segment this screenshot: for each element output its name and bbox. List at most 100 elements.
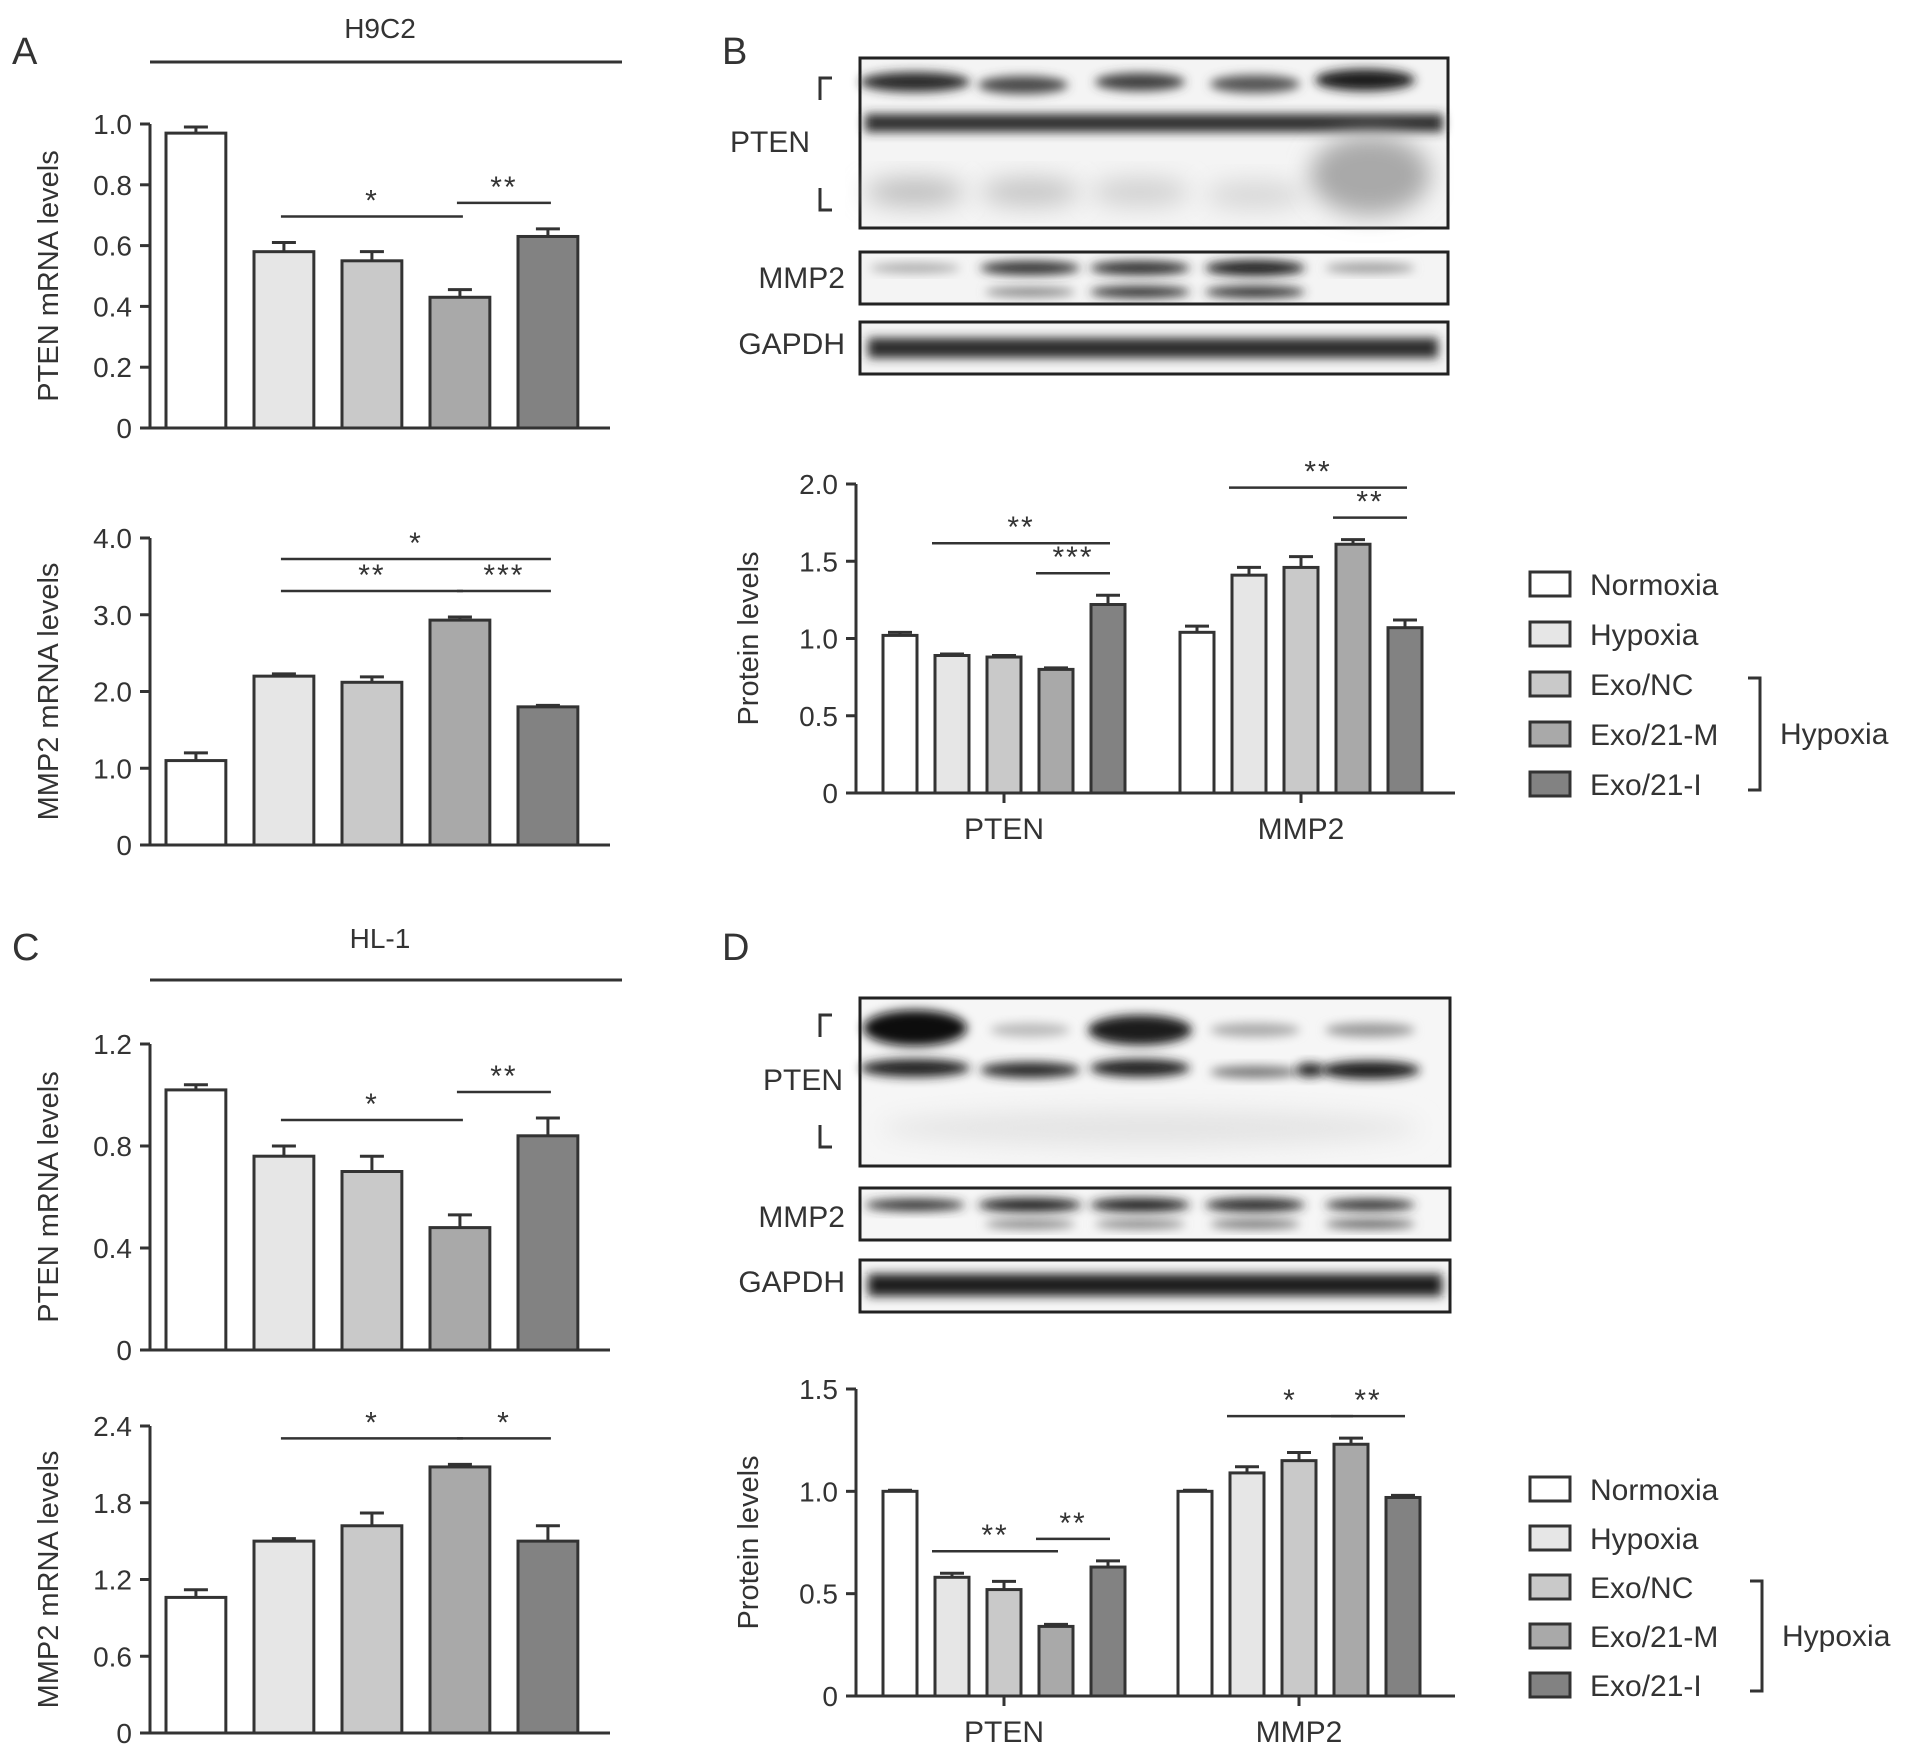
a-pten-bar	[164, 131, 228, 430]
b-protein-bar	[1178, 630, 1216, 795]
a-mmp2-y-tick-label: 1.0	[93, 753, 132, 784]
c-pten-y-tick-label: 0.8	[93, 1131, 132, 1162]
c-pten-bar	[340, 1170, 404, 1352]
b-protein-y-tick-label: 1.0	[799, 624, 838, 655]
c-mmp2-significance-label: *	[365, 1406, 379, 1439]
d-protein-bar	[1089, 1565, 1127, 1698]
d-protein-x-tick-label: PTEN	[964, 1716, 1044, 1749]
legend-b-label: Normoxia	[1590, 569, 1719, 602]
c-mmp2-y-tick-label: 0.6	[93, 1641, 132, 1672]
b-protein-bar	[1037, 667, 1075, 795]
c-pten-significance-label: *	[365, 1088, 379, 1121]
a-pten-y-tick-label: 0.8	[93, 170, 132, 201]
b-protein-y-tick-label: 1.5	[799, 546, 838, 577]
b-protein-bar	[1282, 565, 1320, 795]
legend-b-swatch	[1528, 720, 1572, 748]
d-protein-significance-label: **	[1059, 1507, 1086, 1540]
legend-d-swatch	[1528, 1671, 1572, 1699]
legend-d-swatch	[1528, 1573, 1572, 1601]
b-protein-bar	[933, 653, 971, 795]
c-mmp2-y-tick-label: 1.2	[93, 1565, 132, 1596]
c-pten-bar	[428, 1226, 492, 1352]
a-pten-y-axis-label: PTEN mRNA levels	[33, 150, 65, 401]
c-mmp2-significance-label: *	[497, 1406, 511, 1439]
legend-b-swatch	[1528, 570, 1572, 598]
c-pten-y-tick-label: 0	[116, 1335, 132, 1366]
legend-d-swatch	[1528, 1475, 1572, 1503]
c-pten-bar	[164, 1088, 228, 1352]
a-mmp2-bar	[164, 759, 228, 847]
c-mmp2-bar	[428, 1465, 492, 1735]
blot-b-gapdh-bands	[868, 338, 1438, 358]
a-pten-bar	[252, 250, 316, 430]
blot-d-gapdh-bands	[868, 1274, 1442, 1296]
blot-d-mmp2-box	[858, 1186, 1452, 1242]
b-protein-significance-label: **	[1007, 511, 1034, 544]
c-pten-bar	[252, 1154, 316, 1352]
a-mmp2-y-tick-label: 3.0	[93, 600, 132, 631]
legend-d-bracket-label: Hypoxia	[1782, 1620, 1891, 1653]
d-protein-bar	[1332, 1442, 1370, 1698]
legend-d-bracket	[1750, 1579, 1764, 1693]
a-mmp2-bar	[340, 680, 404, 847]
legend-d-label: Hypoxia	[1590, 1523, 1699, 1556]
d-protein-x-tick-label: MMP2	[1256, 1716, 1343, 1749]
b-protein-bar	[985, 655, 1023, 795]
c-pten-bar	[516, 1134, 580, 1352]
chart-c-mmp2-mrna: 0 0.6 1.2 1.8 2.4 MMP2 mRNA levels * *	[33, 1406, 610, 1749]
c-mmp2-bar	[252, 1539, 316, 1735]
legend-b-swatch	[1528, 770, 1572, 798]
b-protein-y-axis-label: Protein levels	[733, 551, 765, 725]
a-pten-y-tick-label: 0.6	[93, 231, 132, 262]
d-protein-significance-label: **	[1354, 1384, 1381, 1417]
c-mmp2-y-tick-label: 1.8	[93, 1488, 132, 1519]
d-protein-y-tick-label: 0.5	[799, 1579, 838, 1610]
panel-letter-c: C	[12, 927, 39, 969]
a-pten-significance-label: *	[365, 185, 379, 218]
b-protein-bar	[881, 633, 919, 795]
a-mmp2-bar	[252, 674, 316, 847]
a-mmp2-bar	[516, 705, 580, 847]
a-mmp2-y-axis-label: MMP2 mRNA levels	[33, 563, 65, 821]
blot-b-pten-bands	[860, 69, 1443, 215]
b-protein-bar	[1386, 626, 1424, 795]
cell-line-label-h9c2: H9C2	[344, 13, 416, 44]
b-protein-significance-label: **	[1304, 456, 1331, 489]
d-protein-y-axis-label: Protein levels	[733, 1455, 765, 1629]
legend-b-label: Exo/21-I	[1590, 769, 1702, 802]
legend-d-label: Exo/21-I	[1590, 1670, 1702, 1703]
b-protein-bar	[1334, 542, 1372, 795]
legend-d-label: Exo/21-M	[1590, 1621, 1718, 1654]
a-pten-y-tick-label: 0.2	[93, 352, 132, 383]
b-protein-bar	[1089, 603, 1127, 795]
legend-b-label: Hypoxia	[1590, 619, 1699, 652]
d-protein-bar	[933, 1575, 971, 1698]
d-protein-bar	[1176, 1489, 1214, 1698]
a-mmp2-y-tick-label: 0	[116, 830, 132, 861]
d-protein-y-tick-label: 1.5	[799, 1374, 838, 1405]
a-pten-y-tick-label: 0.4	[93, 291, 132, 322]
western-blot-d: PTEN MMP2	[738, 996, 1452, 1314]
western-blot-b: PTEN MMP2 GAPDH	[730, 56, 1450, 376]
d-protein-significance-label: **	[981, 1519, 1008, 1552]
cell-line-label-hl1: HL-1	[350, 923, 411, 954]
a-pten-bar	[428, 295, 492, 430]
b-protein-x-tick-label: PTEN	[964, 813, 1044, 846]
d-protein-bar	[881, 1489, 919, 1698]
legend-b-swatch	[1528, 620, 1572, 648]
blot-d-pten-bracket	[818, 1013, 832, 1149]
legend-b-bracket	[1748, 676, 1762, 792]
panel-letter-a: A	[12, 31, 38, 73]
d-protein-significance-label: *	[1283, 1384, 1297, 1417]
a-mmp2-bar	[428, 618, 492, 847]
a-pten-significance-label: **	[490, 171, 517, 204]
d-protein-bar	[1228, 1471, 1266, 1698]
blot-b-label-gapdh: GAPDH	[738, 328, 845, 361]
b-protein-bar	[1230, 573, 1268, 795]
